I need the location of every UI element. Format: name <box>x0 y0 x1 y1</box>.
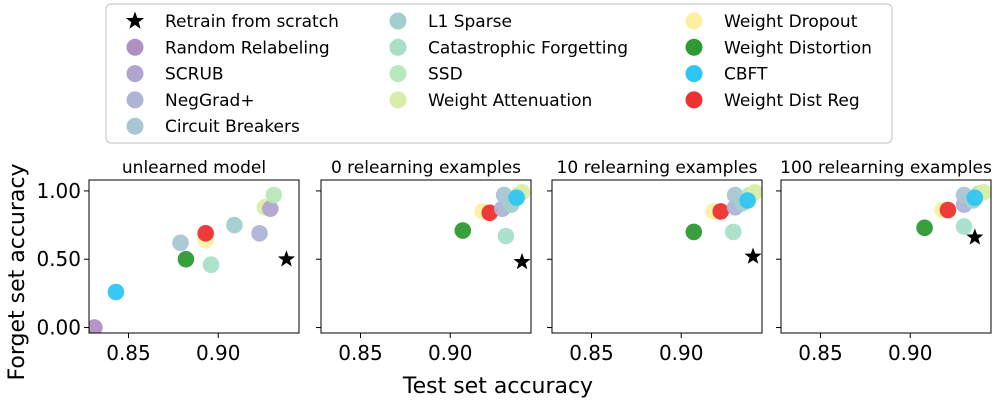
legend-item: CBFT <box>685 65 768 85</box>
legend-item: L1 Sparse <box>389 12 512 32</box>
point-cbft <box>966 189 984 207</box>
legend-item: Catastrophic Forgetting <box>389 38 628 58</box>
points <box>89 186 295 333</box>
axes-frame <box>551 179 763 334</box>
point-catastrophic-forgetting <box>497 227 515 245</box>
legend-marker-star <box>125 11 145 29</box>
panel-2: 0 relearning examples 0.85 0.90 <box>316 158 532 365</box>
legend-label: Weight Dist Reg <box>724 91 860 111</box>
legend-label: SCRUB <box>165 65 224 85</box>
panel-title: 10 relearning examples <box>557 158 758 178</box>
point-l1-sparse <box>226 216 243 234</box>
x-tick-label: 0.90 <box>888 341 933 365</box>
legend-item: Weight Distortion <box>685 38 872 58</box>
y-tick-label: 1.00 <box>36 179 81 203</box>
legend-item: Retrain from scratch <box>125 11 339 32</box>
point-weight-distortion <box>916 219 933 237</box>
x-tick-label: 0.85 <box>569 341 614 365</box>
x-tick-label: 0.85 <box>106 341 151 365</box>
point-weight-distortion <box>454 222 472 239</box>
legend-marker <box>685 65 703 83</box>
legend-marker <box>126 38 144 56</box>
legend-label: SSD <box>428 65 463 85</box>
point-random-relabeling <box>89 319 103 333</box>
legend-item: Weight Attenuation <box>389 91 592 111</box>
points <box>454 183 531 270</box>
axes-frame <box>780 179 992 334</box>
panel-4: 100 relearning examples 0.85 0.90 <box>776 158 992 365</box>
legend-marker <box>126 65 144 83</box>
point-weight-dist-reg <box>939 201 957 219</box>
y-tick-label: 0.00 <box>36 316 81 340</box>
panel-title: unlearned model <box>122 158 266 178</box>
legend-label: Retrain from scratch <box>165 12 339 32</box>
y-tick-label: 0.50 <box>36 247 81 271</box>
point-retrain-from-scratch <box>966 228 984 245</box>
panel-title: 100 relearning examples <box>780 158 992 178</box>
legend-item: SCRUB <box>126 65 224 85</box>
legend-label: L1 Sparse <box>428 12 512 32</box>
x-tick-label: 0.90 <box>428 341 473 365</box>
point-catastrophic-forgetting <box>202 256 220 273</box>
panel-title: 0 relearning examples <box>331 158 521 178</box>
x-tick-label: 0.85 <box>798 341 843 365</box>
legend-marker <box>685 12 703 30</box>
legend-item: SSD <box>389 65 463 85</box>
point-scrub <box>261 200 279 217</box>
legend-marker <box>685 38 703 56</box>
legend-marker <box>685 91 703 109</box>
legend-label: Circuit Breakers <box>165 117 300 137</box>
legend-label: Weight Distortion <box>724 38 872 58</box>
legend-label: CBFT <box>724 65 768 85</box>
legend-marker <box>126 91 144 109</box>
point-weight-dist-reg <box>481 204 499 222</box>
legend-marker <box>389 65 407 83</box>
points <box>916 183 991 245</box>
point-catastrophic-forgetting <box>955 218 973 235</box>
legend-label: Weight Attenuation <box>428 91 592 111</box>
axes-frame <box>88 179 300 334</box>
panel-3: 10 relearning examples 0.85 0.90 <box>547 158 763 365</box>
legend-item: NegGrad+ <box>126 91 255 111</box>
legend-marker <box>389 38 407 56</box>
legend-item: Random Relabeling <box>126 38 330 58</box>
point-weight-distortion <box>685 223 703 241</box>
point-retrain-from-scratch <box>513 252 531 270</box>
points <box>685 183 762 264</box>
point-cbft <box>508 189 525 207</box>
point-catastrophic-forgetting <box>724 223 742 241</box>
legend-label: Catastrophic Forgetting <box>428 38 628 58</box>
point-ssd <box>265 186 283 204</box>
legend-marker <box>126 117 144 135</box>
point-circuit-breakers <box>172 234 189 252</box>
x-axis-label: Test set accuracy <box>402 374 593 399</box>
point-weight-dist-reg <box>712 203 730 220</box>
legend-item: Circuit Breakers <box>126 117 300 137</box>
legend-marker <box>389 91 407 109</box>
legend-item: Weight Dist Reg <box>685 91 860 111</box>
point-weight-distortion <box>177 250 195 268</box>
point-weight-dist-reg <box>197 224 214 242</box>
x-tick-label: 0.90 <box>659 341 704 365</box>
legend-label: Random Relabeling <box>165 38 330 58</box>
point-neggrad- <box>251 224 268 242</box>
legend: Retrain from scratch Random Relabeling SCR… <box>105 3 893 144</box>
point-retrain-from-scratch <box>744 247 762 264</box>
x-tick-label: 0.85 <box>338 341 383 365</box>
legend-label: NegGrad+ <box>165 91 255 111</box>
point-retrain-from-scratch <box>277 250 295 267</box>
axes-frame <box>320 179 532 334</box>
x-tick-label: 0.90 <box>196 341 241 365</box>
point-cbft <box>739 192 756 209</box>
legend-label: Weight Dropout <box>724 12 858 32</box>
point-cbft <box>107 283 125 301</box>
y-axis-label: Forget set accuracy <box>5 164 30 381</box>
panels: unlearned model 0.85 0.90 0.00 0.50 1.00 0 rel… <box>36 158 992 365</box>
legend-marker <box>389 12 407 30</box>
panel-1: unlearned model 0.85 0.90 0.00 0.50 1.00 <box>36 158 300 365</box>
legend-item: Weight Dropout <box>685 12 858 32</box>
